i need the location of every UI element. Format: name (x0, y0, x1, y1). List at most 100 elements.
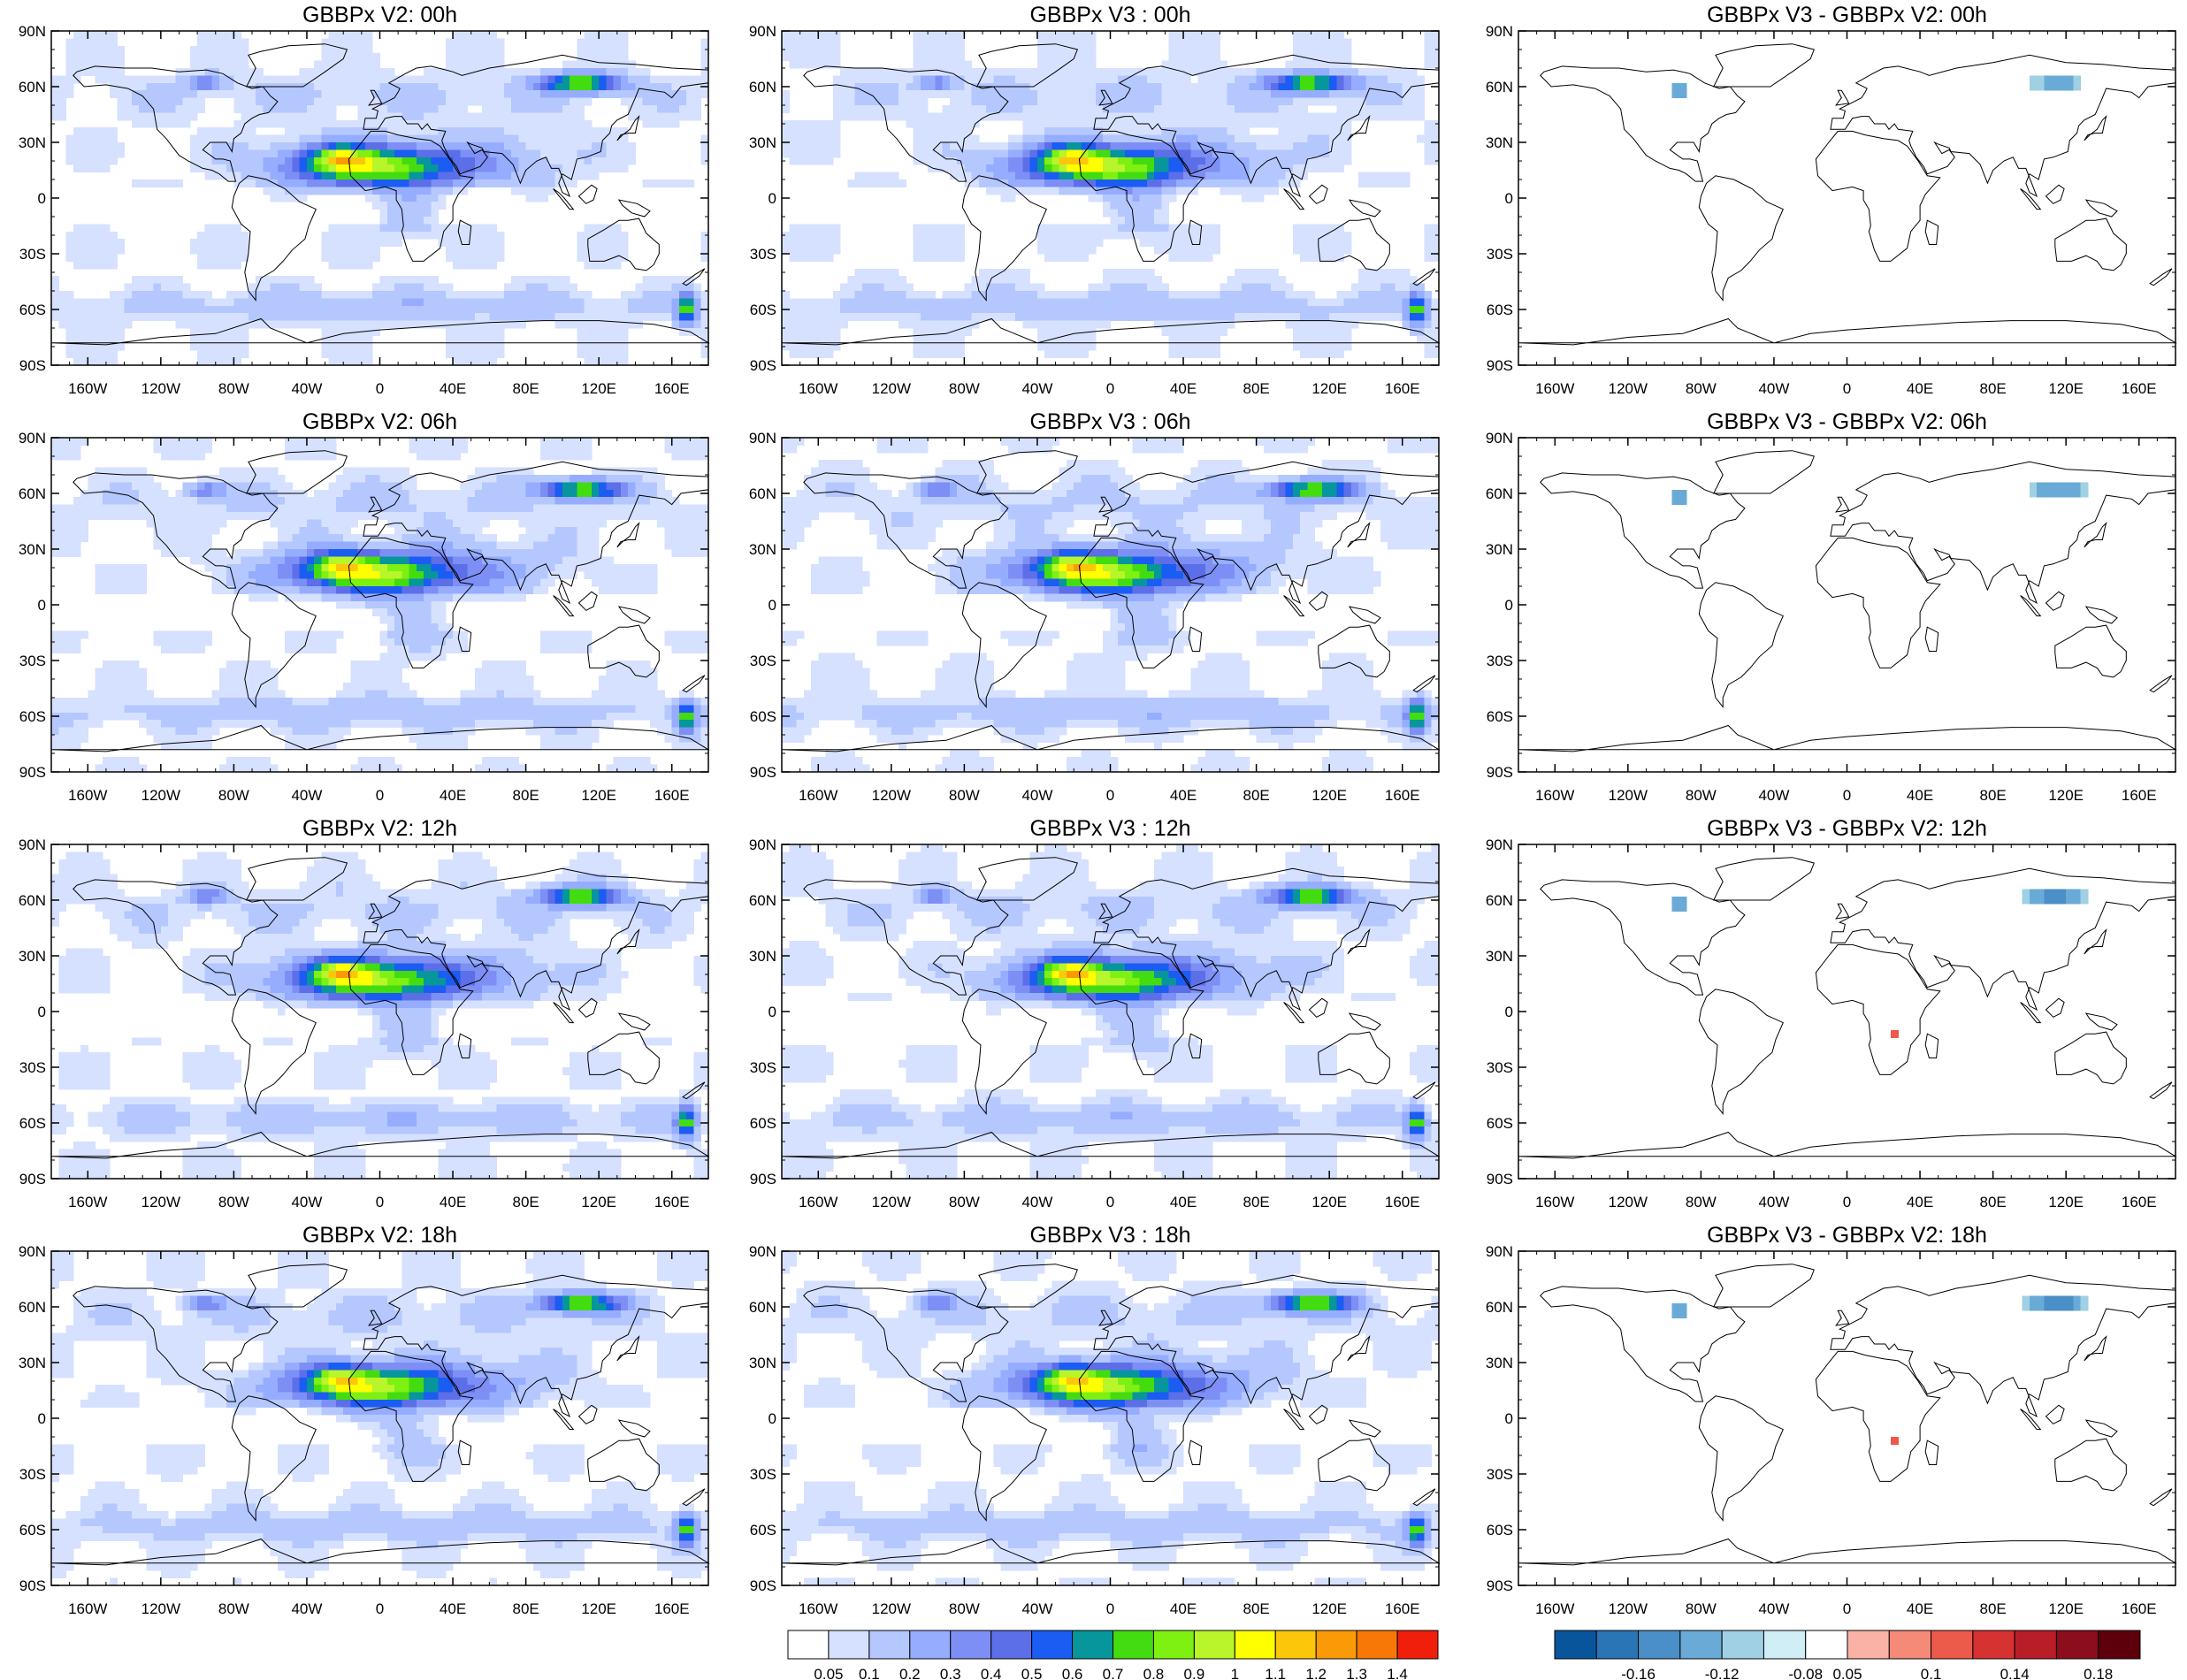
field-cell (511, 291, 519, 299)
coastline (577, 184, 598, 204)
field-cell (379, 90, 388, 99)
field-cell (1190, 254, 1199, 262)
field-cell (562, 68, 570, 76)
field-cell (854, 298, 863, 307)
field-cell (1074, 164, 1082, 173)
field-cell (335, 60, 344, 69)
field-cell (204, 357, 213, 366)
field-cell (649, 97, 658, 106)
field-cell (1125, 134, 1133, 143)
field-cell (409, 164, 417, 173)
field-cell (986, 283, 994, 292)
field-cell (978, 268, 987, 277)
field-cell (840, 68, 848, 76)
field-cell (1307, 31, 1316, 39)
field-cell (1088, 313, 1097, 322)
field-cell (386, 239, 395, 248)
field-cell (256, 97, 264, 106)
field-cell (635, 68, 644, 76)
field-cell (1300, 350, 1308, 359)
field-cell (453, 142, 461, 150)
field-cell (73, 60, 81, 69)
field-cell (1358, 82, 1366, 91)
field-cell (1292, 53, 1301, 62)
field-cell (314, 82, 322, 91)
lat-tick-label: 30N (19, 134, 46, 151)
field-cell (226, 246, 234, 255)
field-cell (606, 82, 615, 91)
field-cell (1242, 97, 1250, 106)
field-cell (906, 97, 914, 106)
field-cell (80, 357, 88, 366)
field-cell (562, 60, 570, 69)
field-cell (211, 60, 220, 69)
field-cell (372, 291, 380, 299)
field-cell (1307, 291, 1316, 299)
field-cell (1336, 142, 1345, 150)
field-cell (1336, 119, 1345, 128)
field-cell (1242, 164, 1250, 173)
field-cell (606, 142, 615, 150)
field-cell (1175, 320, 1184, 329)
field-cell (511, 164, 519, 173)
field-cell (935, 246, 944, 255)
field-cell (628, 291, 636, 299)
field-cell (496, 305, 505, 314)
field-cell (482, 68, 490, 76)
field-cell (197, 350, 205, 359)
field-cell (584, 305, 593, 314)
field-cell (241, 45, 249, 54)
field-cell (379, 164, 388, 173)
field-cell (942, 53, 951, 62)
lon-tick-label: 80E (512, 380, 539, 397)
field-cell (226, 320, 234, 329)
field-cell (1146, 224, 1155, 233)
field-cell (1343, 298, 1352, 307)
field-cell (1117, 291, 1126, 299)
field-cell (1227, 134, 1235, 143)
field-cell (671, 119, 680, 128)
field-cell (1175, 313, 1184, 322)
field-cell (818, 313, 827, 322)
field-cell (460, 97, 469, 106)
field-cell (401, 112, 410, 121)
field-cell (1190, 90, 1199, 99)
field-cell (861, 105, 870, 113)
field-cell (1103, 179, 1111, 187)
field-cell (110, 53, 118, 62)
field-cell (343, 231, 351, 240)
field-cell (197, 305, 205, 314)
field-cell (197, 157, 205, 165)
field-cell (1015, 134, 1023, 143)
field-cell (957, 305, 965, 314)
field-cell (482, 313, 490, 322)
field-cell (1292, 45, 1301, 54)
field-cell (460, 357, 469, 366)
field-cell (1015, 179, 1023, 187)
field-cell (453, 239, 461, 248)
field-cell (628, 75, 636, 84)
field-cell (197, 261, 205, 270)
field-cell (1395, 179, 1403, 187)
field-cell (803, 149, 812, 158)
field-cell (1154, 179, 1162, 187)
field-cell (350, 298, 359, 307)
field-cell (1263, 82, 1272, 91)
field-cell (1336, 82, 1345, 91)
field-cell (1132, 179, 1141, 187)
field-cell (1227, 142, 1235, 150)
field-cell (1300, 157, 1308, 165)
field-cell (88, 342, 96, 351)
field-cell (1271, 268, 1279, 277)
field-cell (467, 172, 476, 180)
field-cell (693, 313, 702, 322)
field-cell (204, 142, 213, 150)
field-cell (197, 38, 205, 47)
field-cell (350, 357, 359, 366)
field-cell (482, 45, 490, 54)
field-cell (394, 291, 402, 299)
field-cell (182, 75, 191, 84)
field-cell (189, 68, 198, 76)
field-cell (1088, 142, 1097, 150)
field-cell (789, 127, 798, 136)
